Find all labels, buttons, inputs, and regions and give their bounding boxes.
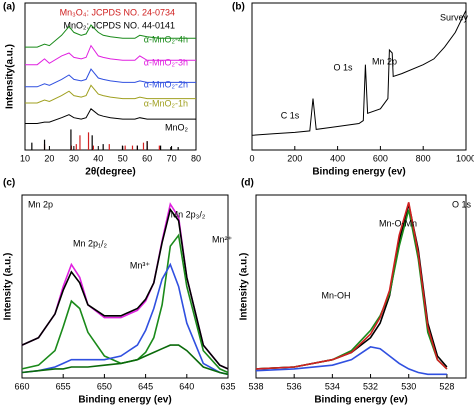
x-axis-label: Binding energy (ev) (312, 167, 405, 178)
series-label: α-MnO₂-3h (144, 57, 188, 67)
data-line (255, 202, 448, 370)
x-tick-label: 655 (56, 381, 71, 391)
x-tick-label: 530 (401, 381, 416, 391)
series-label: α-MnO₂-4h (144, 34, 188, 44)
annotation: C 1s (281, 110, 300, 120)
data-line (21, 202, 229, 370)
x-tick-label: 640 (179, 381, 194, 391)
panel-label: (a) (3, 2, 15, 13)
annotation: O 1s (333, 62, 353, 72)
x-tick-label: 20 (44, 153, 54, 163)
x-axis-label: 2θ(degree) (85, 167, 135, 178)
data-line (255, 203, 448, 370)
x-tick-label: 800 (416, 153, 431, 163)
annotation: Mn 2p (372, 56, 397, 66)
data-line (25, 68, 196, 88)
x-tick-label: 600 (373, 153, 388, 163)
x-tick-label: 0 (249, 153, 254, 163)
panel-label: (d) (241, 178, 254, 189)
plot-frame (24, 2, 197, 151)
data-line (21, 207, 229, 370)
x-tick-label: 40 (93, 153, 103, 163)
annotation: Mn 2p₁/₂ (73, 238, 108, 248)
x-axis-label: Binding energy (ev) (314, 395, 407, 406)
panel-label: (b) (232, 2, 245, 13)
x-tick-label: 538 (248, 381, 263, 391)
y-axis-label: Intensity (a.u.) (3, 253, 14, 321)
x-tick-label: 536 (287, 381, 302, 391)
annotation: Survey (440, 12, 469, 22)
x-tick-label: 650 (97, 381, 112, 391)
annotation: Mn-OH (322, 290, 351, 300)
x-tick-label: 1000 (456, 153, 474, 163)
annotation: Mn-O-Mn (379, 218, 417, 228)
x-tick-label: 10 (20, 153, 30, 163)
data-line (25, 108, 196, 124)
annotation: Mn²⁺ (212, 234, 232, 244)
plot-frame (255, 194, 467, 379)
data-line (255, 209, 448, 370)
data-line (251, 10, 467, 136)
x-tick-label: 30 (69, 153, 79, 163)
annotation: O 1s (452, 199, 472, 209)
panel-label: (c) (3, 178, 15, 189)
series-label: α-MnO₂-1h (144, 98, 188, 108)
data-line (25, 24, 196, 48)
plot-frame (21, 194, 229, 379)
series-label: α-MnO₂-2h (144, 79, 188, 89)
x-tick-label: 60 (142, 153, 152, 163)
plot-frame (251, 2, 467, 151)
x-tick-label: 528 (439, 381, 454, 391)
x-tick-label: 532 (363, 381, 378, 391)
x-tick-label: 400 (330, 153, 345, 163)
reference-name: Mn₃O₄: JCPDS NO. 24-0734 (60, 7, 175, 17)
x-tick-label: 534 (325, 381, 340, 391)
reference-name: MnO₂: JCPDS NO. 44-0141 (63, 20, 175, 30)
x-tick-label: 635 (220, 381, 235, 391)
data-line (21, 233, 229, 374)
data-line (21, 262, 229, 376)
series-label: MnO₂ (165, 122, 189, 132)
y-axis-label: Intensity(a.u.) (5, 44, 16, 109)
data-line (255, 346, 447, 376)
x-tick-label: 200 (287, 153, 302, 163)
data-line (25, 84, 196, 104)
annotation: Mn 2p (28, 199, 53, 209)
y-axis-label: Intensity (a.u.) (239, 253, 250, 321)
x-tick-label: 50 (118, 153, 128, 163)
x-tick-label: 80 (191, 153, 201, 163)
x-tick-label: 645 (138, 381, 153, 391)
x-tick-label: 660 (14, 381, 29, 391)
annotation: Mn³⁺ (130, 260, 150, 270)
data-line (21, 344, 229, 376)
annotation: Mn 2p₃/₂ (171, 209, 206, 219)
data-line (25, 44, 196, 66)
x-tick-label: 70 (167, 153, 177, 163)
x-axis-label: Binding energy (ev) (78, 395, 171, 406)
